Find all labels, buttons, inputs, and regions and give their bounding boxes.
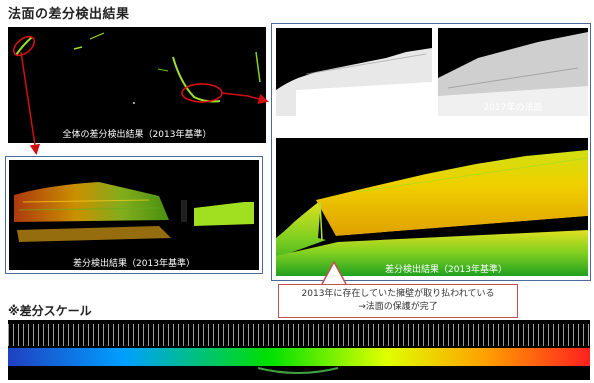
right-frame [271,23,591,281]
slope-2013-caption: 2013年の法面 [324,103,384,113]
annotation-note: 2013年に存在していた擁壁が取り払われている →法面の保護が完了 [278,284,518,318]
note-line-1: 2013年に存在していた擁壁が取り払われている [301,289,495,299]
overview-caption: 全体の差分検出結果（2013年基準） [62,130,212,140]
result-panel: 差分検出結果（2013年基準） [276,138,588,276]
detail-frame [5,156,263,274]
slope-2013-panel: 2013年の法面 [276,28,432,116]
slope-2017-caption: 2017年の法面 [483,103,543,113]
page-title: 法面の差分検出結果 [8,7,130,22]
result-pointcloud [276,150,588,276]
slope-2017-image [438,32,588,116]
detail-pointcloud [14,182,254,242]
slope-2013-image [276,48,432,116]
overview-pointcloud [13,32,261,104]
note-line-2: →法面の保護が完了 [358,302,438,312]
detail-panel: 差分検出結果（2013年基準） [9,160,259,270]
scale-title: ※差分スケール [8,304,92,318]
scale-bar [8,324,590,374]
overview-panel: 全体の差分検出結果（2013年基準） [8,27,266,143]
result-caption: 差分検出結果（2013年基準） [385,265,507,275]
detail-caption: 差分検出結果（2013年基準） [73,259,195,269]
slope-2017-panel: 2017年の法面 [438,28,588,116]
difference-scale [8,320,590,380]
